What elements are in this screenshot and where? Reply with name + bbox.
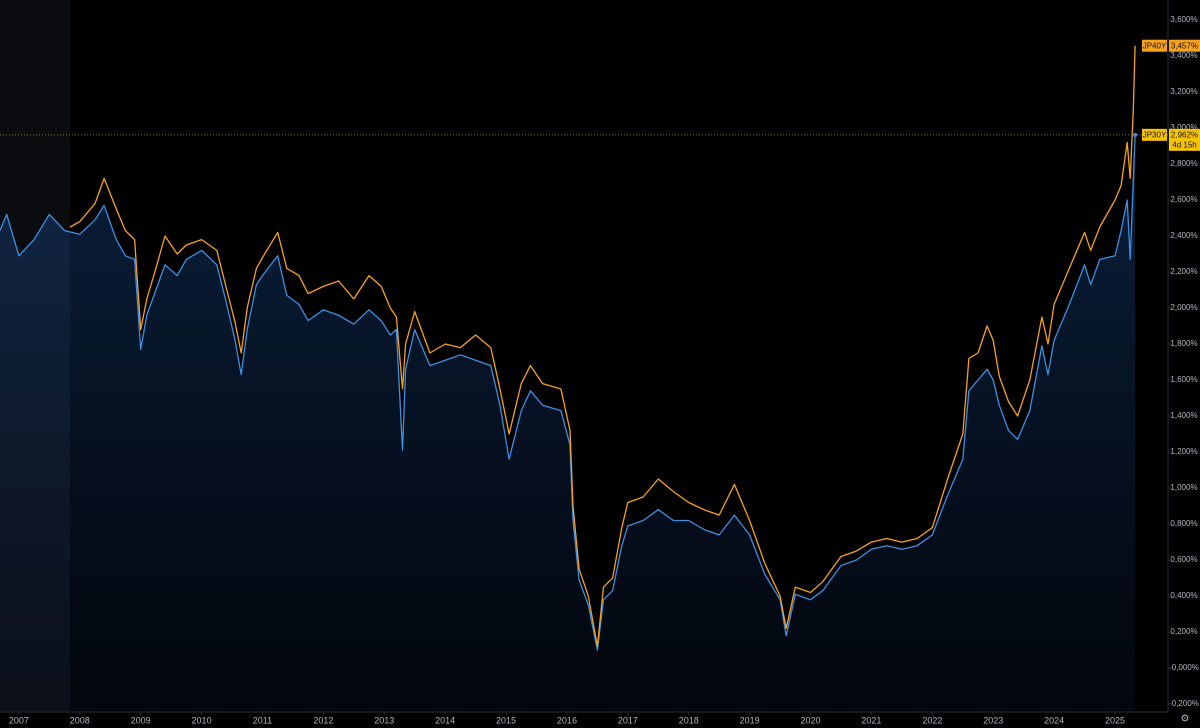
x-tick-label: 2024 (1044, 715, 1064, 725)
x-tick-label: 2010 (192, 715, 212, 725)
x-tick-label: 2009 (131, 715, 151, 725)
value-tag (1169, 128, 1200, 151)
y-tick-label: 0,400% (1170, 591, 1197, 600)
x-tick-label: 2021 (861, 715, 881, 725)
y-tick-label: 2,200% (1170, 267, 1197, 276)
x-tick-label: 2014 (435, 715, 455, 725)
name-tag (1142, 39, 1167, 52)
y-tick-label: 2,600% (1170, 195, 1197, 204)
y-tick-label: 3,200% (1170, 87, 1197, 96)
x-tick-label: 2011 (253, 715, 272, 725)
y-tick-label: 1,400% (1170, 411, 1197, 420)
value-tag-label: 2,962% (1171, 130, 1198, 139)
x-tick-label: 2022 (922, 715, 942, 725)
y-tick-label: 1,000% (1170, 483, 1197, 492)
x-tick-label: 2023 (983, 715, 1003, 725)
last-point (1133, 132, 1138, 137)
y-tick-label: 0,200% (1170, 627, 1197, 636)
y-tick-label: 3,400% (1170, 51, 1197, 60)
y-tick-label: 3,000% (1170, 123, 1197, 132)
y-tick-label: 2,000% (1170, 303, 1197, 312)
name-tag (1142, 128, 1167, 141)
x-tick-label: 2018 (679, 715, 699, 725)
x-tick-label: 2013 (374, 715, 394, 725)
x-tick-label: 2019 (740, 715, 760, 725)
y-tick-label: 2,400% (1170, 231, 1197, 240)
plot-area (0, 45, 1168, 713)
x-tick-label: 2007 (9, 715, 29, 725)
y-tick-label: 3,600% (1170, 15, 1197, 24)
x-tick-label: 2017 (618, 715, 638, 725)
x-tick-label: 2020 (801, 715, 821, 725)
y-tick-label: -0,000% (1169, 663, 1199, 672)
x-tick-label: 2012 (313, 715, 333, 725)
name-tag-label: JP30Y (1143, 130, 1167, 139)
area-fill (0, 134, 1136, 713)
y-tick-label: 1,600% (1170, 375, 1197, 384)
x-tick-label: 2016 (557, 715, 577, 725)
y-tick-label: 1,800% (1170, 339, 1197, 348)
x-tick-label: 2008 (70, 715, 90, 725)
series-line (69, 45, 1136, 648)
x-tick-label: 2025 (1105, 715, 1125, 725)
y-tick-label: 1,200% (1170, 447, 1197, 456)
value-tag (1169, 39, 1200, 52)
y-tick-label: 0,600% (1170, 555, 1197, 564)
settings-icon[interactable]: ⚙ (1181, 714, 1190, 725)
name-tag-label: JP40Y (1143, 41, 1167, 50)
x-tick-label: 2015 (496, 715, 516, 725)
y-tick-label: -0,200% (1169, 699, 1199, 708)
y-tick-label: 0,800% (1170, 519, 1197, 528)
countdown-label: 4d 15h (1172, 140, 1196, 149)
value-tag-label: 3,457% (1171, 41, 1198, 50)
y-tick-label: 2,800% (1170, 159, 1197, 168)
